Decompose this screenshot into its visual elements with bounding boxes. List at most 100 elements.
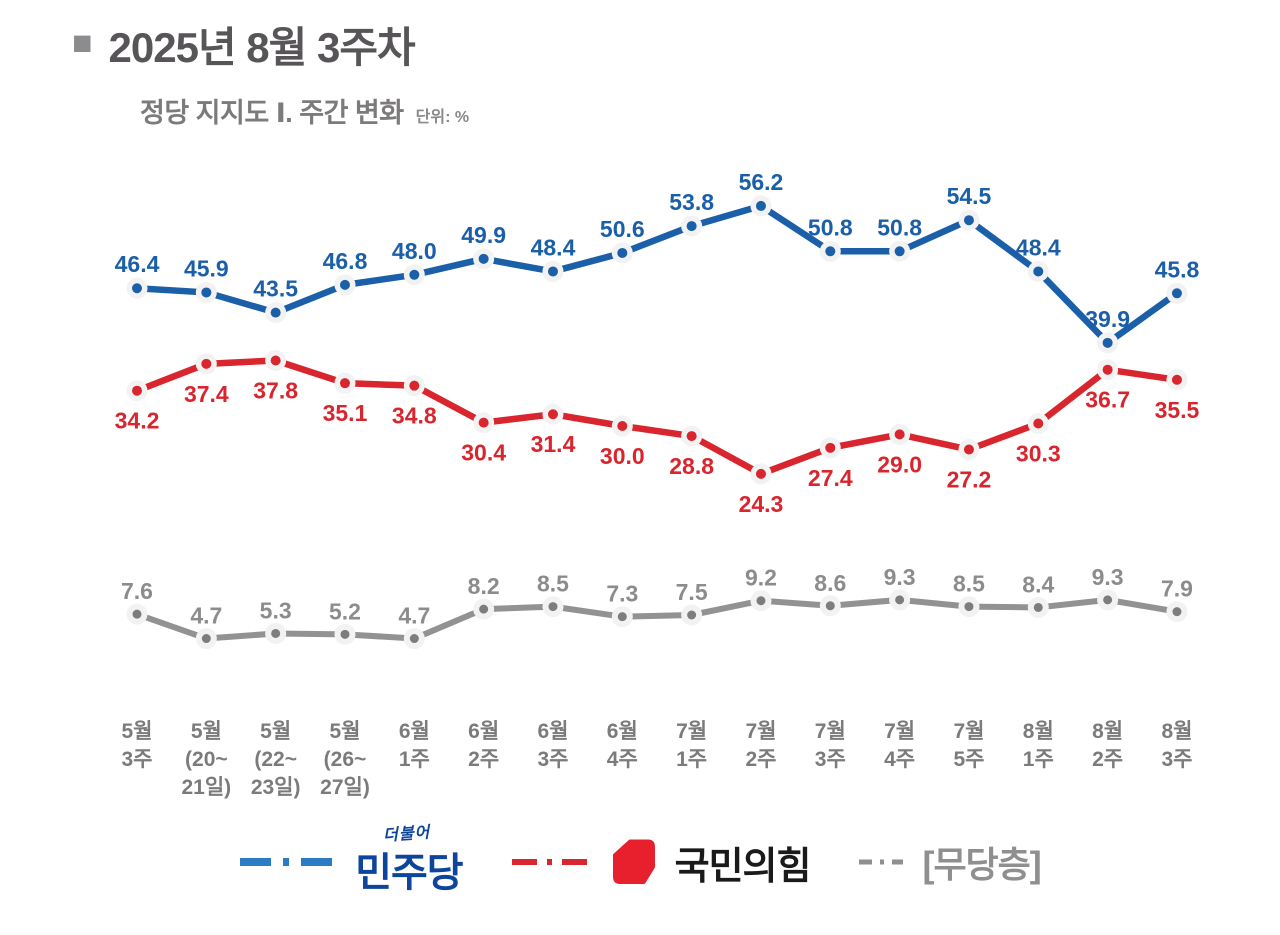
data-point-국민의힘	[1033, 418, 1044, 429]
value-label-국민의힘: 29.0	[877, 451, 922, 477]
democratic-party-prefix-script: 더불어	[382, 824, 432, 845]
value-label-민주당: 50.8	[877, 214, 922, 240]
data-point-국민의힘	[686, 431, 697, 442]
x-axis-label: 6월 2주	[468, 720, 499, 771]
x-axis-label: 5월 (22~ 23일)	[251, 720, 301, 799]
data-point-민주당	[617, 247, 628, 258]
subtitle-row: 정당 지지도 Ⅰ. 주간 변화 단위: %	[140, 91, 469, 130]
value-label-민주당: 39.9	[1085, 306, 1130, 332]
people-power-party-logo-icon	[612, 839, 655, 884]
data-point-무당층	[964, 602, 974, 612]
value-label-국민의힘: 34.8	[392, 403, 437, 429]
data-point-국민의힘	[617, 421, 628, 431]
x-axis-label: 7월 3주	[815, 720, 846, 771]
data-point-국민의힘	[478, 417, 489, 428]
series-국민의힘: 34.2 37.4 37.8 35.1 34.8 30.4 31.4 30.0 28.8 24.3…	[115, 349, 1200, 517]
value-label-무당층: 9.2	[745, 565, 777, 591]
series-무당층: 7.6 4.7 5.3 5.2 4.7 8.2 8.5 7.3 7.5 9.2 8.6 9.3 8.5 8…	[121, 564, 1193, 650]
x-axis-label: 5월 (26~ 27일)	[320, 720, 370, 799]
legend-item-people-power-party: 국민의힘	[511, 835, 811, 890]
x-axis-label: 8월 2주	[1092, 720, 1123, 771]
header: ■ 2025년 8월 3주차 정당 지지도 Ⅰ. 주간 변화 단위: %	[72, 14, 469, 130]
value-label-무당층: 8.2	[468, 573, 500, 599]
data-point-국민의힘	[270, 355, 281, 366]
data-point-국민의힘	[409, 380, 420, 391]
value-label-무당층: 7.6	[121, 578, 153, 604]
x-axis-label: 8월 1주	[1023, 720, 1054, 771]
value-label-무당층: 7.3	[606, 581, 638, 607]
x-axis-label: 5월 (20~ 21일)	[181, 720, 231, 799]
data-point-국민의힘	[963, 444, 974, 455]
value-label-국민의힘: 37.8	[253, 377, 298, 403]
x-axis-label: 7월 2주	[745, 720, 776, 771]
value-label-무당층: 9.3	[884, 564, 916, 590]
data-point-무당층	[756, 596, 766, 606]
value-label-무당층: 8.5	[537, 571, 569, 597]
people-power-party-label: 국민의힘	[674, 845, 812, 888]
value-label-무당층: 8.4	[1022, 571, 1054, 597]
value-label-민주당: 46.8	[323, 248, 368, 274]
value-label-민주당: 46.4	[115, 251, 160, 277]
value-label-국민의힘: 34.2	[115, 408, 160, 434]
data-point-민주당	[1102, 337, 1113, 348]
data-point-국민의힘	[755, 468, 766, 479]
x-axis-labels: 5월 3주 5월 (20~ 21일) 5월 (22~ 23일) 5월 (26~ 27일) 6월 1주 6월…	[122, 720, 1193, 799]
data-point-무당층	[271, 628, 281, 638]
value-label-무당층: 7.5	[676, 579, 708, 605]
data-point-무당층	[825, 601, 835, 611]
page-title: 2025년 8월 3주차	[108, 24, 416, 71]
data-point-민주당	[686, 221, 697, 232]
data-point-국민의힘	[132, 385, 142, 396]
value-label-국민의힘: 35.1	[323, 400, 368, 426]
x-axis-label: 7월 1주	[676, 720, 707, 771]
title-row: ■ 2025년 8월 3주차	[72, 14, 469, 75]
value-label-민주당: 50.6	[600, 216, 645, 242]
value-label-무당층: 9.3	[1092, 564, 1124, 590]
data-point-국민의힘	[825, 442, 836, 453]
value-label-무당층: 8.5	[953, 571, 985, 597]
data-point-무당층	[409, 634, 419, 644]
value-label-민주당: 54.5	[947, 183, 992, 209]
data-point-민주당	[132, 283, 142, 294]
x-axis-label: 6월 1주	[399, 720, 430, 771]
data-point-무당층	[201, 634, 211, 644]
data-point-무당층	[479, 604, 489, 614]
red-dash-dot-line-icon	[511, 859, 590, 865]
value-label-국민의힘: 36.7	[1085, 387, 1130, 413]
data-point-무당층	[132, 609, 142, 619]
value-label-민주당: 49.9	[461, 222, 506, 248]
data-point-민주당	[339, 279, 350, 290]
value-label-민주당: 53.8	[669, 189, 714, 215]
chart-legend: 더불어 민주당 국민의힘 [무당층]	[0, 824, 1280, 898]
value-label-민주당: 45.8	[1155, 256, 1200, 282]
series-민주당: 46.4 45.9 43.5 46.8 48.0 49.9 48.4 50.6 53.8 56.2…	[115, 169, 1200, 354]
data-point-민주당	[270, 307, 281, 318]
data-point-무당층	[687, 610, 697, 620]
value-label-무당층: 7.9	[1161, 576, 1193, 602]
value-label-민주당: 56.2	[739, 169, 784, 195]
data-point-민주당	[1171, 288, 1182, 299]
blue-dash-dot-line-icon	[240, 858, 337, 866]
value-label-국민의힘: 27.2	[947, 467, 992, 493]
legend-item-democratic-party: 더불어 민주당	[239, 824, 464, 898]
value-label-국민의힘: 27.4	[808, 465, 853, 491]
value-label-국민의힘: 30.4	[461, 440, 506, 466]
legend-item-independents: [무당층]	[858, 836, 1042, 888]
data-point-국민의힘	[339, 378, 350, 389]
x-axis-label: 7월 5주	[953, 720, 984, 771]
value-label-국민의힘: 37.4	[184, 381, 229, 407]
x-axis-label: 6월 3주	[537, 720, 568, 771]
data-point-무당층	[548, 602, 558, 612]
data-point-민주당	[755, 200, 766, 211]
series-line-국민의힘	[133, 357, 1181, 478]
data-point-민주당	[409, 269, 420, 280]
data-point-국민의힘	[1171, 374, 1182, 385]
series-line-민주당	[133, 202, 1181, 347]
value-label-국민의힘: 35.5	[1155, 397, 1200, 423]
gray-dash-dot-line-icon	[859, 859, 904, 865]
x-axis-label: 8월 3주	[1161, 720, 1192, 771]
value-label-국민의힘: 31.4	[531, 431, 576, 457]
data-point-민주당	[547, 266, 558, 277]
x-axis-label: 7월 4주	[884, 720, 915, 771]
